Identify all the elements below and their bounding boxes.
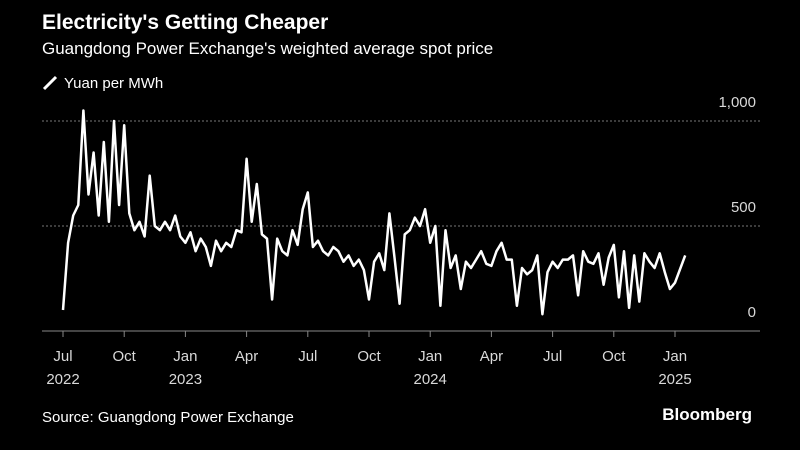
x-tick-label: Jul — [53, 348, 72, 365]
x-tick-label: Jul — [298, 348, 317, 365]
data-line — [61, 109, 687, 316]
legend-label: Yuan per MWh — [64, 75, 163, 92]
y-tick-label: 0 — [748, 304, 756, 321]
x-tick-year: 2022 — [46, 371, 79, 388]
x-tick-year: 2025 — [658, 371, 691, 388]
x-tick-label: Jan — [418, 348, 442, 365]
chart-subtitle: Guangdong Power Exchange's weighted aver… — [42, 39, 493, 58]
y-tick-label: 1,000 — [718, 94, 756, 111]
source: Source: Guangdong Power Exchange — [42, 409, 294, 426]
x-tick-label: Jul — [543, 348, 562, 365]
legend-swatch — [42, 75, 58, 91]
x-tick-label: Jan — [173, 348, 197, 365]
brand: Bloomberg — [662, 405, 752, 424]
x-tick-label: Jan — [663, 348, 687, 365]
x-tick-year: 2023 — [169, 371, 202, 388]
x-tick-label: Oct — [357, 348, 381, 365]
x-tick-label: Oct — [602, 348, 626, 365]
chart-title: Electricity's Getting Cheaper — [42, 11, 328, 34]
x-tick-year: 2024 — [414, 371, 447, 388]
x-tick-label: Apr — [235, 348, 258, 365]
x-tick-label: Apr — [480, 348, 503, 365]
x-tick-label: Oct — [113, 348, 137, 365]
y-tick-label: 500 — [731, 199, 756, 216]
